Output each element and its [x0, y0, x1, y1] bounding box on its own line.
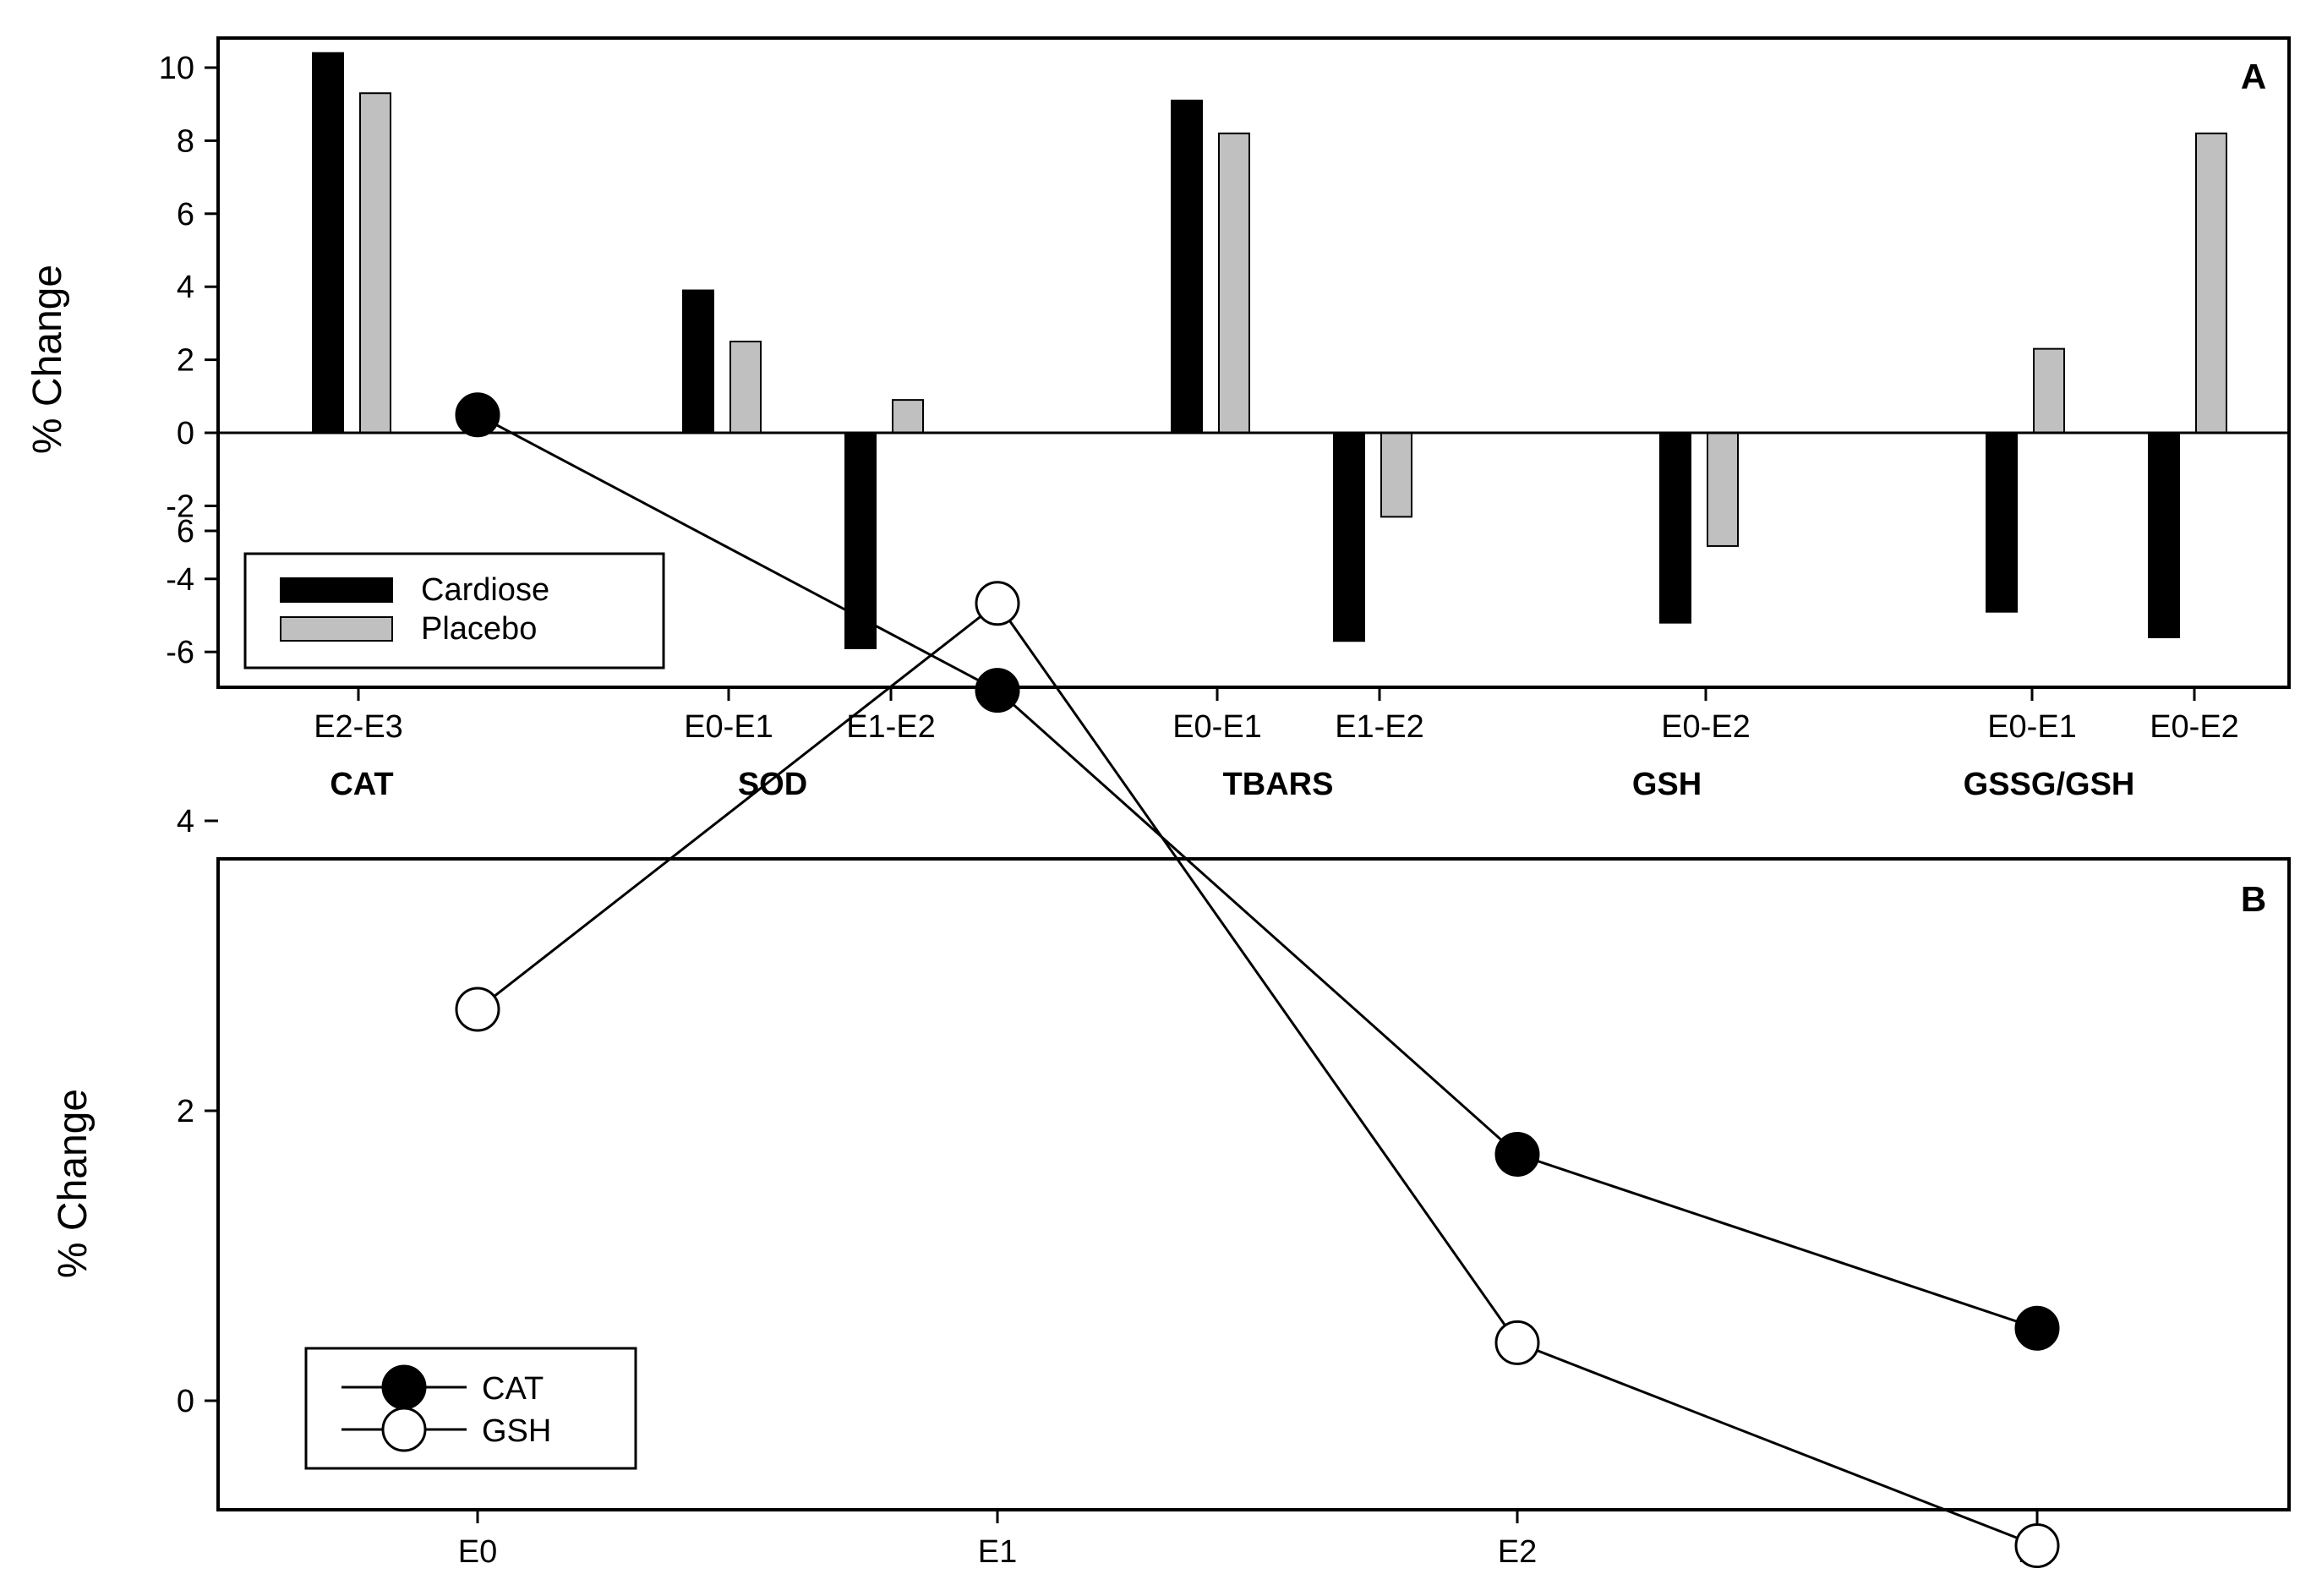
legend-label-cat: CAT: [482, 1371, 544, 1407]
legend-label-cardiose: Cardiose: [421, 572, 549, 608]
y-tick-label: -6: [166, 635, 194, 670]
x-category-label: E0-E1: [1172, 709, 1262, 745]
y-tick-label: 10: [159, 51, 194, 86]
bar-placebo-gssg-gsh-e0-e1: [2033, 347, 2065, 435]
y-tick-label: -4: [166, 562, 194, 598]
point-cat-e0: [455, 392, 500, 438]
bar-cardiose-tbars-e0-e1: [1171, 99, 1203, 434]
y-tick-label: 4: [177, 804, 194, 839]
y-tick-label: 6: [177, 197, 194, 232]
legend-marker-gsh: [381, 1407, 427, 1452]
x-category-label: E0-E1: [684, 709, 773, 745]
y-tick-label: 8: [177, 123, 194, 159]
x-category-label: E0-E1: [1987, 709, 2077, 745]
panel-a-bars: [312, 52, 2227, 649]
panel-a-frame: [216, 36, 2291, 689]
y-tick-label: 6: [177, 514, 194, 549]
group-label-gssg-gsh: GSSG/GSH: [1964, 767, 2135, 802]
bar-cardiose-tbars-e1-e2: [1333, 432, 1365, 642]
y-tick-label: -2: [166, 489, 194, 524]
point-cat-e2: [1494, 1131, 1540, 1177]
point-gsh-e0: [455, 987, 500, 1032]
panel-b-legend: CAT GSH: [304, 1347, 637, 1470]
bar-cardiose-cat-e2-e3: [312, 52, 344, 434]
y-tick-label: 4: [177, 270, 194, 305]
point-gsh-e2: [1494, 1320, 1540, 1365]
series-line-gsh: [477, 601, 2038, 1547]
legend-swatch-placebo: [280, 616, 393, 642]
group-label-tbars: TBARS: [1223, 767, 1334, 802]
bar-placebo-tbars-e0-e1: [1218, 132, 1250, 434]
legend-label-gsh: GSH: [482, 1413, 551, 1449]
bar-placebo-cat-e2-e3: [359, 92, 391, 435]
panel-a-y-ticks: -6 -4 -2 0 2 4 6 8 10: [159, 51, 218, 670]
x-category-label: E1-E2: [1335, 709, 1424, 745]
panel-a-legend: Cardiose Placebo: [243, 552, 665, 670]
x-tick-label: E1: [978, 1534, 1017, 1570]
panel-b-y-ticks: 0 2 4 6: [177, 514, 218, 1419]
panel-a-y-axis-label: % Change: [25, 265, 70, 454]
bar-cardiose-sod-e1-e2: [844, 432, 877, 649]
legend-marker-cat: [381, 1364, 427, 1410]
panel-a-letter: A: [2241, 57, 2266, 96]
x-tick-label: E0: [458, 1534, 497, 1570]
panel-b-frame: [216, 857, 2291, 1511]
y-tick-label: 2: [177, 1094, 194, 1129]
x-category-label: E0-E2: [1661, 709, 1751, 745]
bar-cardiose-sod-e0-e1: [682, 289, 714, 434]
bar-placebo-tbars-e1-e2: [1380, 432, 1412, 518]
legend-label-placebo: Placebo: [421, 611, 537, 647]
y-tick-label: 0: [177, 1384, 194, 1419]
x-category-label: E0-E2: [2150, 709, 2239, 745]
bar-cardiose-gssg-gsh-e0-e1: [1986, 432, 2018, 613]
series-line-cat: [477, 413, 2038, 1330]
group-label-cat: CAT: [330, 767, 393, 802]
point-gsh-e1: [975, 581, 1020, 626]
panel-b-legend-box: [304, 1347, 637, 1470]
bar-cardiose-gssg-gsh-e0-e2: [2148, 432, 2180, 638]
bar-placebo-sod-e0-e1: [729, 341, 762, 434]
point-cat-e3: [2014, 1305, 2060, 1351]
y-tick-label: 2: [177, 343, 194, 379]
panel-a: A % Change -6 -4 -2 0 2 4 6 8 10 E2-E3 CAT E0-E1 E1…: [25, 36, 2291, 802]
bar-placebo-gsh-e0-e2: [1707, 432, 1739, 547]
panel-a-legend-box: [243, 552, 665, 670]
bar-cardiose-gsh-e0-e2: [1659, 432, 1691, 624]
bar-placebo-gssg-gsh-e0-e2: [2195, 132, 2227, 434]
point-cat-e1: [975, 668, 1020, 713]
group-label-gsh: GSH: [1632, 767, 1702, 802]
bar-placebo-sod-e1-e2: [892, 399, 924, 434]
y-tick-label: 0: [177, 416, 194, 451]
panel-b-x-ticks: E0E1E2E3: [458, 1510, 2057, 1570]
x-category-label: E1-E2: [846, 709, 936, 745]
x-tick-label: E2: [1498, 1534, 1537, 1570]
panel-b-letter: B: [2241, 879, 2266, 919]
x-category-label: E2-E3: [314, 709, 403, 745]
panel-b-lines: [455, 392, 2060, 1568]
point-gsh-e3: [2014, 1523, 2060, 1568]
legend-swatch-cardiose: [280, 577, 393, 603]
panel-b-y-axis-label: % Change: [51, 1089, 96, 1278]
